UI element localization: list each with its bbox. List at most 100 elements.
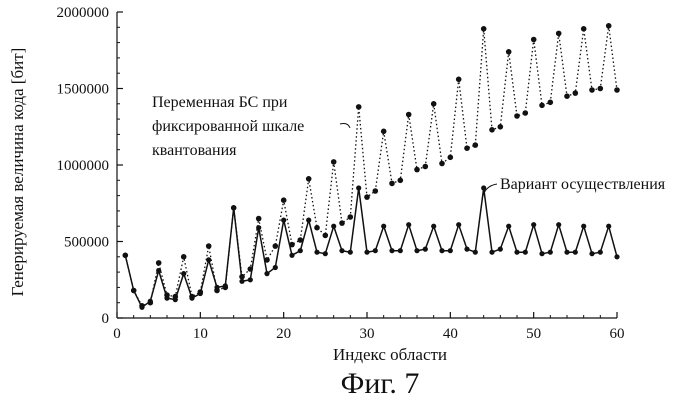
data-point-solid — [356, 185, 362, 191]
data-point-dotted — [430, 101, 437, 107]
data-point-solid — [164, 295, 170, 301]
data-point-dotted — [414, 166, 420, 173]
data-point-dotted — [464, 145, 470, 151]
data-point-solid — [331, 223, 337, 229]
data-point-dotted — [480, 26, 487, 32]
data-point-dotted — [289, 241, 295, 248]
annotation-dotted-series: Переменная БС при фиксированной шкале кв… — [152, 94, 351, 159]
data-point-dotted — [522, 110, 529, 116]
data-point-solid — [189, 295, 195, 301]
x-axis-title: Индекс области — [333, 345, 447, 364]
data-point-solid — [497, 246, 503, 252]
data-point-dotted — [439, 160, 445, 167]
data-point-solid — [231, 205, 237, 211]
data-point-dotted — [264, 257, 270, 263]
data-point-solid — [556, 222, 562, 228]
x-ticks: 0 10 20 30 40 50 60 — [113, 312, 625, 342]
data-point-dotted — [539, 102, 545, 109]
data-point-solid — [389, 248, 395, 254]
y-ticks: 0 500000 1000000 1500000 2000000 — [57, 5, 123, 327]
data-point-solid — [514, 249, 520, 255]
data-point-dotted — [314, 224, 320, 231]
data-point-solid — [297, 248, 303, 254]
data-point-solid — [581, 223, 587, 229]
annotation-solid-line-1: Вариант осуществления — [500, 176, 666, 193]
data-point-solid — [464, 246, 470, 252]
data-point-dotted — [514, 113, 520, 119]
data-point-dotted — [547, 99, 554, 106]
data-point-solid — [281, 217, 287, 223]
data-point-solid — [172, 297, 178, 303]
data-point-solid — [272, 264, 278, 271]
data-point-dotted — [597, 85, 604, 92]
data-point-solid — [489, 249, 495, 255]
data-point-solid — [614, 254, 620, 260]
data-point-solid — [589, 251, 595, 257]
data-point-dotted — [380, 128, 387, 135]
data-point-solid — [506, 223, 512, 229]
data-point-dotted — [272, 243, 279, 249]
data-point-solid — [289, 252, 295, 258]
data-point-dotted — [472, 142, 479, 148]
data-point-dotted — [455, 76, 462, 83]
data-point-dotted — [580, 26, 587, 32]
data-point-dotted — [339, 220, 345, 226]
data-point-dotted — [330, 159, 337, 165]
data-point-dotted — [389, 180, 395, 187]
axes — [116, 12, 617, 319]
data-point-dotted — [555, 30, 562, 37]
series-line-dotted — [124, 25, 618, 307]
annotation-solid-series: Вариант осуществления — [481, 176, 666, 201]
data-point-solid — [439, 248, 445, 254]
x-tick-label: 60 — [610, 326, 625, 342]
y-tick-label: 500000 — [64, 235, 109, 251]
y-tick-label: 1500000 — [57, 82, 110, 98]
data-point-solid — [306, 217, 312, 223]
data-point-dotted — [364, 194, 370, 200]
data-point-dotted — [564, 93, 570, 99]
data-point-solid — [247, 277, 253, 283]
series-line-solid — [124, 187, 618, 309]
data-point-solid — [256, 225, 262, 231]
annotation-dotted-leader — [339, 123, 351, 129]
data-point-dotted — [322, 232, 329, 239]
data-point-solid — [147, 298, 153, 304]
data-point-dotted — [155, 260, 162, 266]
data-point-dotted — [605, 23, 612, 29]
annotation-dotted-line-3: квантования — [152, 142, 237, 159]
data-point-solid — [206, 257, 212, 263]
data-point-dotted — [614, 87, 620, 93]
data-point-dotted — [405, 111, 412, 118]
x-tick-label: 50 — [526, 326, 541, 342]
data-point-solid — [414, 248, 420, 254]
data-point-dotted — [530, 36, 537, 43]
data-point-solid — [339, 248, 345, 254]
x-tick-label: 10 — [193, 326, 208, 342]
data-point-dotted — [355, 104, 362, 110]
data-point-dotted — [205, 243, 212, 249]
data-point-solid — [222, 283, 228, 289]
annotation-dotted-line-1: Переменная БС при — [152, 94, 288, 111]
data-point-dotted — [497, 124, 504, 130]
data-point-solid — [531, 222, 537, 228]
data-point-dotted — [280, 197, 287, 203]
data-point-dotted — [397, 177, 404, 184]
data-point-solid — [522, 249, 528, 255]
data-point-dotted — [180, 253, 187, 260]
annotation-dotted-line-2: фиксированной шкале — [152, 118, 304, 135]
data-point-solid — [181, 271, 187, 277]
data-point-solid — [564, 249, 570, 255]
data-point-solid — [322, 251, 328, 257]
data-point-solid — [139, 304, 145, 310]
data-point-solid — [422, 246, 428, 252]
data-point-solid — [406, 222, 412, 228]
figure-caption: Фиг. 7 — [341, 367, 420, 400]
data-point-solid — [156, 268, 162, 274]
series-layer — [122, 23, 620, 310]
data-point-solid — [597, 249, 603, 255]
x-tick-label: 40 — [443, 326, 458, 342]
data-point-solid — [397, 248, 403, 254]
x-tick-label: 20 — [276, 326, 291, 342]
y-tick-label: 0 — [102, 311, 110, 327]
